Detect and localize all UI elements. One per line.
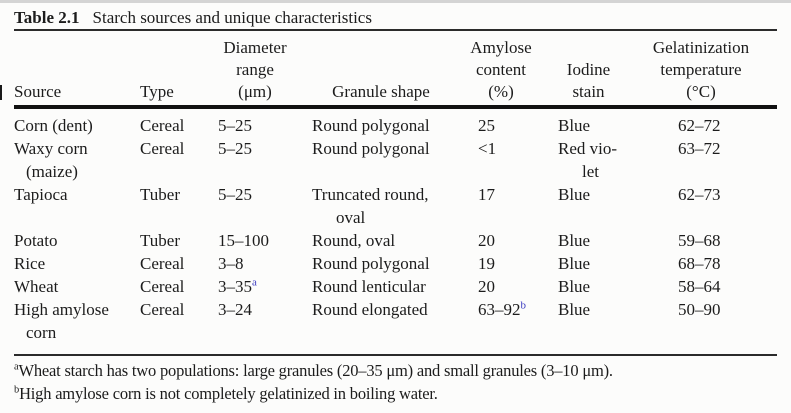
cell-iodine-stain: Blue	[558, 116, 591, 135]
cell-type: Cereal	[140, 116, 185, 135]
cell-iodine-stain: Blue	[558, 300, 591, 319]
table-body: Corn (dent) Cereal 5–25 Round polygonal …	[14, 107, 777, 354]
cell-source: High amylose corn	[14, 300, 109, 342]
cell-source: Wheat	[14, 277, 59, 296]
cell-iodine-stain: Blue	[558, 277, 591, 296]
cell-diameter: 15–100	[218, 231, 269, 250]
footnote-b: bHigh amylose corn is not completely gel…	[14, 382, 777, 405]
scan-edge-artifact-top	[0, 0, 791, 3]
footnote-a-text: Wheat starch has two populations: large …	[18, 361, 613, 380]
cell-granule-shape: Round polygonal	[312, 254, 430, 273]
column-header-type: Type	[140, 31, 218, 109]
cell-diameter: 3–8	[218, 254, 244, 273]
table-header-row: Source Type Diameter range (μm) Granule …	[14, 31, 777, 109]
cell-source: Rice	[14, 254, 46, 273]
cell-source: Tapioca	[14, 185, 68, 204]
table-caption: Table 2.1 Starch sources and unique char…	[14, 0, 777, 31]
footnote-ref-a: a	[252, 276, 257, 289]
column-header-granule-shape: Granule shape	[312, 31, 478, 109]
cell-diameter: 3–35a	[218, 276, 257, 296]
footnote-b-text: High amylose corn is not completely gela…	[19, 384, 438, 403]
cell-type: Cereal	[140, 300, 185, 319]
cell-type: Cereal	[140, 254, 185, 273]
cell-granule-shape: Round lenticular	[312, 277, 426, 296]
cell-gelatinization: 62–72	[678, 116, 721, 135]
cell-gelatinization: 62–73	[678, 185, 721, 204]
row-corn-dent: Corn (dent) Cereal 5–25 Round polygonal …	[14, 107, 777, 137]
row-potato: Potato Tuber 15–100 Round, oval 20 Blue …	[14, 229, 777, 252]
column-header-amylose-content: Amylose content (%)	[470, 31, 558, 109]
footnote-a-marker: a	[14, 361, 19, 373]
column-header-diameter-range: Diameter range (μm)	[218, 31, 312, 109]
column-header-gelatinization-temperature: Gelatinization temperature (°C)	[653, 31, 777, 109]
cell-amylose: 20	[478, 231, 495, 250]
starch-characteristics-table: Source Type Diameter range (μm) Granule …	[14, 31, 777, 354]
cell-iodine-stain: Blue	[558, 231, 591, 250]
cell-amylose: 20	[478, 277, 495, 296]
cell-iodine-stain: Blue	[558, 185, 591, 204]
row-wheat: Wheat Cereal 3–35a Round lenticular 20 B…	[14, 275, 777, 298]
cell-granule-shape: Truncated round, oval	[312, 185, 429, 227]
cell-granule-shape: Round polygonal	[312, 139, 430, 158]
cell-iodine-stain: Red vio- let	[558, 139, 618, 181]
row-tapioca: Tapioca Tuber 5–25 Truncated round, oval…	[14, 183, 777, 229]
row-high-amylose-corn: High amylose corn Cereal 3–24 Round elon…	[14, 298, 777, 354]
column-header-source: Source	[14, 31, 140, 109]
cell-source: Potato	[14, 231, 58, 250]
cell-amylose: 63–92b	[478, 299, 527, 319]
cell-diameter: 5–25	[218, 185, 252, 204]
cell-type: Cereal	[140, 139, 185, 158]
table-caption-label: Table 2.1	[14, 8, 80, 27]
cell-gelatinization: 63–72	[678, 139, 721, 158]
column-header-iodine-stain: Iodine stain	[558, 31, 653, 109]
cell-granule-shape: Round elongated	[312, 300, 428, 319]
table-footnotes: aWheat starch has two populations: large…	[14, 354, 777, 405]
cell-type: Cereal	[140, 277, 185, 296]
row-rice: Rice Cereal 3–8 Round polygonal 19 Blue …	[14, 252, 777, 275]
cell-granule-shape: Round polygonal	[312, 116, 430, 135]
cell-amylose: 19	[478, 254, 495, 273]
cell-gelatinization: 68–78	[678, 254, 721, 273]
row-waxy-corn: Waxy corn (maize) Cereal 5–25 Round poly…	[14, 137, 777, 183]
cell-iodine-stain: Blue	[558, 254, 591, 273]
cell-diameter: 5–25	[218, 116, 252, 135]
footnote-a: aWheat starch has two populations: large…	[14, 359, 777, 382]
cell-granule-shape: Round, oval	[312, 231, 396, 250]
footnote-ref-b: b	[520, 299, 527, 312]
cell-diameter: 5–25	[218, 139, 252, 158]
cell-source: Waxy corn (maize)	[14, 139, 88, 181]
cell-amylose: 25	[478, 116, 495, 135]
cell-gelatinization: 58–64	[678, 277, 721, 296]
scan-edge-artifact-left	[0, 85, 2, 100]
cell-source: Corn (dent)	[14, 116, 93, 135]
cell-type: Tuber	[140, 231, 180, 250]
table-caption-title: Starch sources and unique characteristic…	[92, 8, 372, 27]
cell-amylose: <1	[478, 139, 497, 158]
cell-gelatinization: 59–68	[678, 231, 721, 250]
cell-gelatinization: 50–90	[678, 300, 721, 319]
cell-type: Tuber	[140, 185, 180, 204]
footnote-b-marker: b	[14, 384, 20, 396]
cell-diameter: 3–24	[218, 300, 252, 319]
cell-amylose: 17	[478, 185, 495, 204]
